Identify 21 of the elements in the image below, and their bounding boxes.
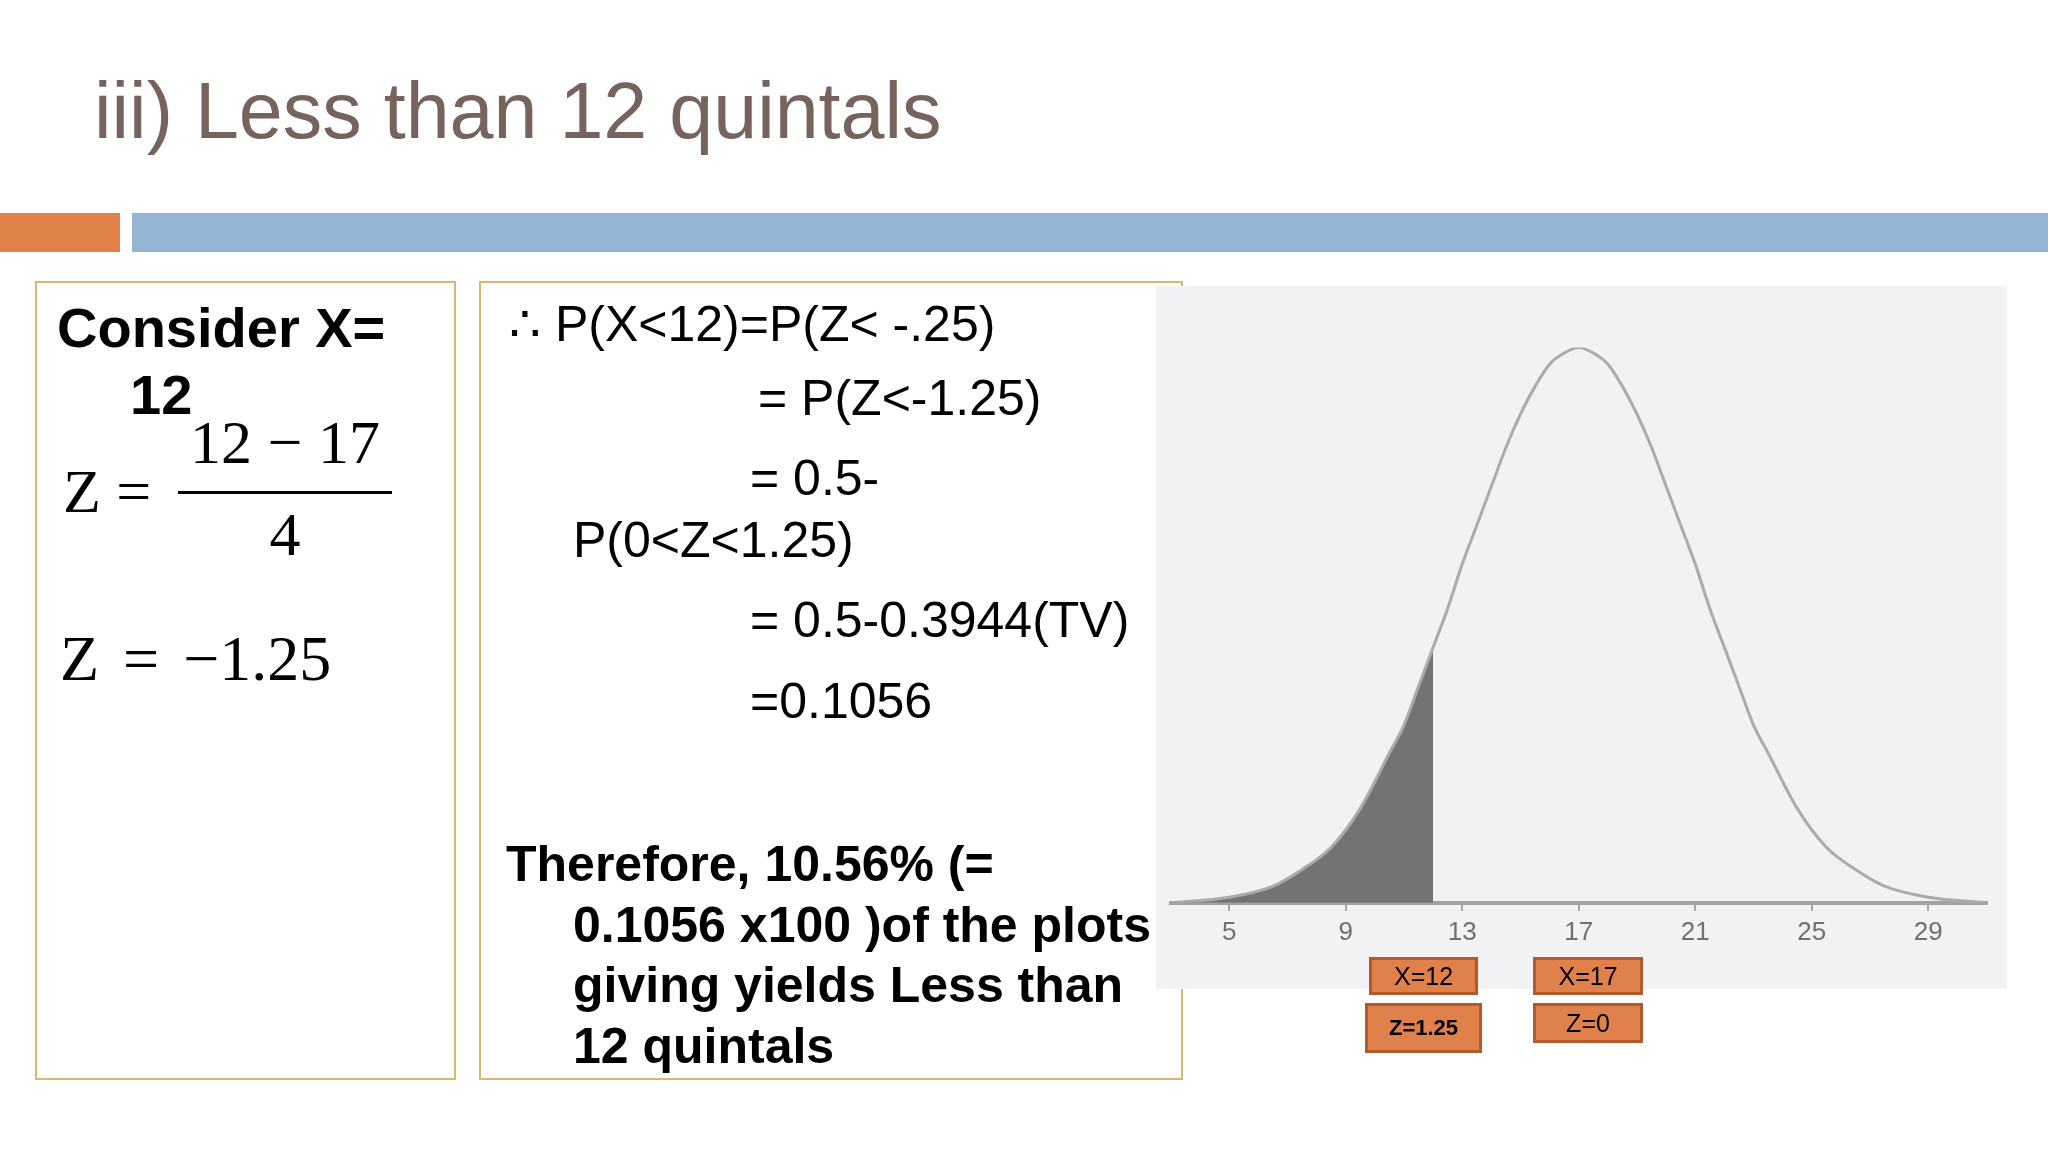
text: = 0.5-0.3944(TV) bbox=[750, 590, 1130, 650]
x-tick-label: 13 bbox=[1447, 915, 1477, 946]
text: = P(Z<-1.25) bbox=[758, 368, 1042, 428]
text: Z = bbox=[63, 456, 152, 528]
text: X=17 bbox=[1558, 961, 1618, 992]
text: 4 bbox=[269, 499, 301, 571]
x-tick-label: 9 bbox=[1338, 915, 1353, 946]
text: Z = −1.25 bbox=[60, 621, 332, 696]
text: Z=1.25 bbox=[1388, 1015, 1459, 1042]
x-tick-label: 21 bbox=[1680, 915, 1710, 946]
text: Z=0 bbox=[1566, 1008, 1610, 1039]
x-tick-label: 25 bbox=[1797, 915, 1827, 946]
text: = 0.5-P(0<Z<1.25) bbox=[573, 448, 881, 570]
text: =0.1056 bbox=[750, 671, 933, 731]
text: iii) Less than 12 quintals bbox=[94, 65, 942, 158]
text: X=12 bbox=[1393, 961, 1454, 992]
text: Therefore, 10.56% (= 0.1056 x100 )of the plots giving yields Less than 12 quintals bbox=[506, 835, 1152, 1076]
x-tick-label: 5 bbox=[1222, 915, 1237, 946]
x-tick-label: 17 bbox=[1564, 915, 1594, 946]
x-tick-label: 29 bbox=[1913, 915, 1943, 946]
text: ∴ P(X<12)=P(Z< -.25) bbox=[509, 294, 996, 354]
